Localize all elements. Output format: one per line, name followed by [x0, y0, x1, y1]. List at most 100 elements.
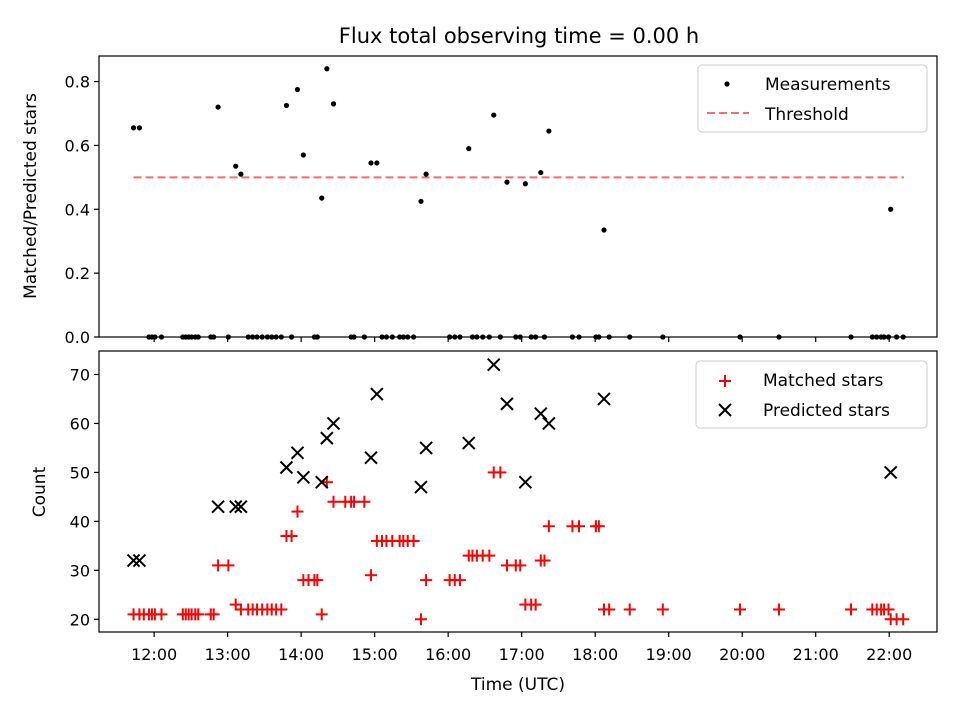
bottom-y-tick-label-0: 20 — [70, 610, 90, 629]
measurement-point — [576, 334, 582, 340]
matched-star-point — [414, 613, 427, 626]
measurement-point — [452, 334, 458, 340]
measurement-point — [269, 334, 275, 340]
predicted-star-point — [419, 441, 433, 455]
measurement-point — [238, 171, 244, 177]
matched-star-point — [592, 520, 605, 533]
matched-star-point — [327, 495, 340, 508]
matched-star-point — [514, 559, 527, 572]
measurement-point — [606, 334, 612, 340]
predicted-star-point — [364, 451, 378, 465]
matched-star-point — [420, 574, 433, 587]
bottom-data-marks — [126, 358, 910, 626]
legend-measurements-marker — [724, 81, 730, 87]
bottom-legend-box — [695, 360, 928, 429]
matched-star-point — [882, 603, 895, 616]
matched-star-point — [772, 603, 785, 616]
matched-star-point — [364, 569, 377, 582]
predicted-star-point — [229, 499, 243, 514]
measurement-point — [379, 334, 385, 340]
bottom-x-tick-label-1: 13:00 — [205, 645, 251, 664]
measurement-point — [596, 334, 602, 340]
predicted-star-point — [279, 460, 294, 475]
matched-star-point — [603, 603, 616, 616]
measurement-point — [569, 334, 575, 340]
measurement-point — [900, 334, 906, 340]
matched-star-point — [407, 534, 420, 547]
measurement-point — [497, 334, 503, 340]
top-y-tick-label-4: 0.8 — [65, 73, 90, 92]
predicted-star-point — [487, 358, 501, 372]
legend-predicted-marker — [718, 403, 732, 417]
measurement-point — [517, 334, 523, 340]
bottom-y-tick-label-3: 50 — [70, 463, 90, 482]
bottom-y-axis-label: Count — [30, 466, 50, 517]
legend-matched-label: Matched stars — [763, 371, 883, 391]
measurement-point — [283, 102, 290, 109]
matched-star-point — [538, 554, 551, 567]
measurement-point — [361, 334, 367, 340]
measurement-point — [319, 195, 325, 201]
predicted-star-point — [132, 553, 147, 568]
measurement-point — [533, 334, 539, 340]
bottom-x-tick-label-4: 16:00 — [425, 645, 471, 664]
measurement-point — [389, 334, 395, 340]
matched-star-point — [453, 574, 466, 587]
measurement-point — [546, 128, 552, 134]
measurement-point — [848, 334, 854, 340]
matched-star-point — [733, 603, 746, 616]
matched-star-point — [348, 495, 361, 508]
predicted-star-point — [315, 475, 329, 489]
x-axis-label: Time (UTC) — [470, 675, 565, 695]
predicted-star-point — [462, 436, 476, 450]
bottom-x-tick-label-0: 12:00 — [131, 645, 177, 664]
matched-star-point — [483, 549, 496, 562]
measurement-point — [294, 86, 301, 93]
measurement-point — [411, 334, 417, 340]
matched-star-point — [494, 466, 507, 479]
measurement-point — [541, 334, 548, 340]
measurement-point — [330, 101, 337, 107]
top-y-tick-label-0: 0.0 — [65, 328, 90, 347]
measurement-point — [869, 334, 875, 340]
matched-star-point — [623, 603, 636, 616]
measurement-point — [627, 334, 633, 340]
bottom-y-tick-label-5: 70 — [70, 365, 90, 384]
matched-star-point — [529, 598, 542, 611]
predicted-star-point — [290, 446, 305, 460]
predicted-star-point — [126, 553, 141, 568]
measurement-point — [405, 334, 411, 340]
predicted-star-point — [234, 499, 248, 514]
matched-star-point — [311, 574, 324, 587]
measurement-point — [466, 146, 472, 152]
measurement-point — [513, 334, 519, 340]
measurement-point — [383, 334, 390, 340]
matched-star-point — [542, 520, 555, 533]
legend-threshold-label: Threshold — [764, 105, 849, 125]
measurement-point — [522, 181, 528, 187]
bottom-x-tick-label-9: 21:00 — [793, 645, 839, 664]
predicted-star-point — [597, 392, 611, 406]
measurement-point — [225, 334, 231, 340]
measurement-point — [397, 334, 403, 340]
bottom-y-tick-label-4: 60 — [70, 414, 90, 433]
matched-star-point — [358, 495, 371, 508]
measurement-point — [601, 227, 607, 233]
measurement-point — [273, 334, 279, 340]
measurement-point — [211, 334, 217, 340]
measurement-point — [130, 125, 137, 131]
bottom-y-ticks: 20 30 40 50 60 70 — [70, 365, 99, 629]
matched-star-point — [275, 603, 288, 616]
legend-matched-marker — [719, 375, 731, 387]
measurement-point — [660, 334, 666, 340]
measurement-point — [885, 334, 892, 340]
measurement-point — [528, 334, 534, 340]
matched-star-point — [656, 603, 669, 616]
top-y-tick-label-3: 0.6 — [65, 136, 90, 155]
matched-star-point — [212, 559, 225, 572]
measurement-point — [314, 334, 320, 340]
top-data-marks — [130, 66, 906, 340]
bottom-x-tick-label-5: 17:00 — [499, 645, 545, 664]
measurement-point — [233, 163, 239, 169]
bottom-x-tick-label-7: 19:00 — [646, 645, 692, 664]
